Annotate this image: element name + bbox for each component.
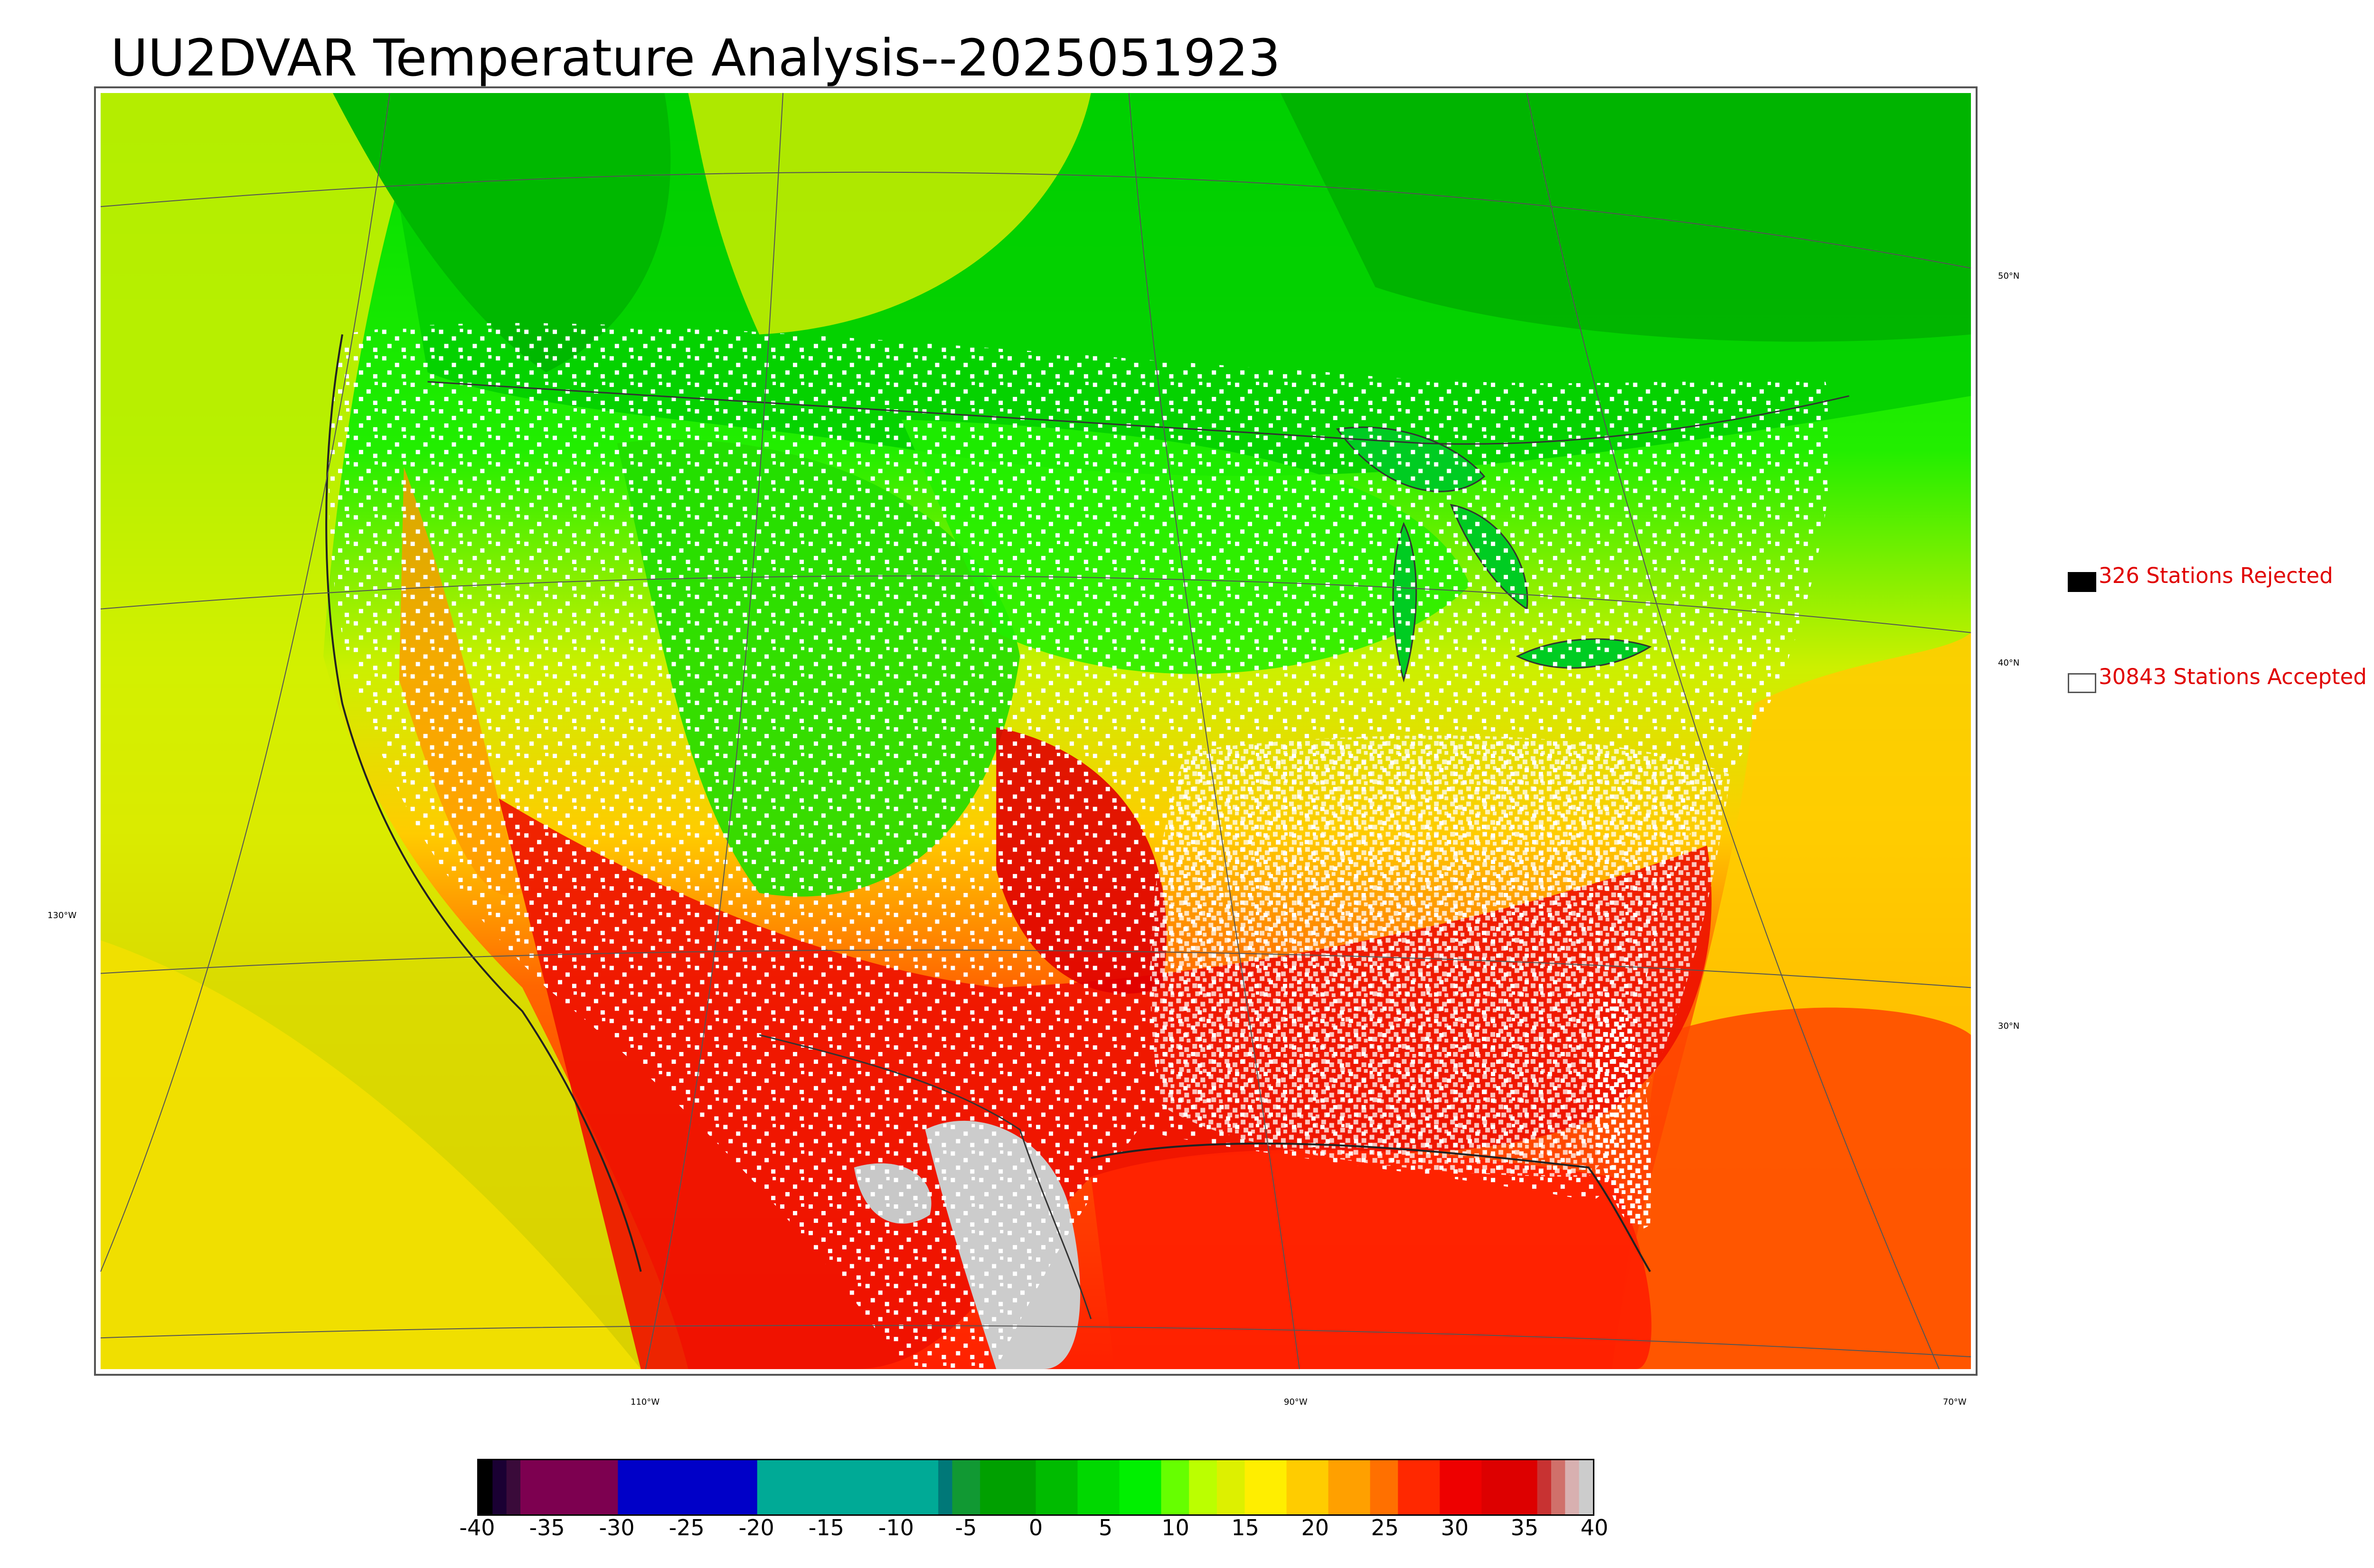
colorbar-segment	[938, 1460, 953, 1514]
colorbar-segment	[1328, 1460, 1371, 1514]
colorbar-tick-label: -15	[808, 1515, 844, 1540]
colorbar-tick-label: 5	[1098, 1515, 1113, 1540]
colorbar-segment	[1119, 1460, 1162, 1514]
colorbar-segment	[1398, 1460, 1441, 1514]
colorbar-segment	[1161, 1460, 1190, 1514]
colorbar-segment	[1077, 1460, 1120, 1514]
colorbar-segment	[1537, 1460, 1552, 1514]
colorbar-segment	[757, 1460, 939, 1514]
lat-label-40n: 40°N	[1998, 658, 2020, 668]
colorbar-segment	[520, 1460, 619, 1514]
colorbar-segment	[1189, 1460, 1218, 1514]
map-canvas	[100, 93, 1971, 1370]
colorbar-tick-label: -30	[599, 1515, 635, 1540]
colorbar-tick-label: 35	[1510, 1515, 1539, 1540]
accepted-swatch	[2068, 673, 2096, 693]
colorbar-tick-label: -5	[955, 1515, 977, 1540]
rejected-swatch	[2068, 572, 2096, 592]
colorbar-segment	[1579, 1460, 1593, 1514]
colorbar-tick-label: 15	[1231, 1515, 1259, 1540]
lon-label-90w: 90°W	[1284, 1397, 1308, 1407]
colorbar-tick-label: -35	[529, 1515, 565, 1540]
colorbar-segment	[1370, 1460, 1399, 1514]
colorbar	[477, 1459, 1594, 1516]
colorbar-tick-label: -10	[878, 1515, 914, 1540]
colorbar-segment	[1440, 1460, 1482, 1514]
lat-label-50n: 50°N	[1998, 271, 2020, 281]
colorbar-tick-label: 30	[1441, 1515, 1469, 1540]
colorbar-segment	[506, 1460, 521, 1514]
colorbar-tick-label: 25	[1371, 1515, 1399, 1540]
colorbar-tick-label: -20	[738, 1515, 774, 1540]
colorbar-segment	[1216, 1460, 1246, 1514]
lat-label-30n: 30°N	[1998, 1021, 2020, 1031]
rejected-label: 326 Stations Rejected	[2099, 563, 2333, 588]
colorbar-segment	[952, 1460, 981, 1514]
colorbar-tick-label: -40	[459, 1515, 495, 1540]
colorbar-tick-label: 10	[1161, 1515, 1189, 1540]
colorbar-segment	[492, 1460, 508, 1514]
colorbar-tick-label: 40	[1580, 1515, 1609, 1540]
colorbar-segment	[618, 1460, 758, 1514]
colorbar-tick-label: 20	[1301, 1515, 1329, 1540]
colorbar-segment	[479, 1460, 493, 1514]
temperature-map	[94, 86, 1978, 1376]
colorbar-segment	[1036, 1460, 1078, 1514]
accepted-label: 30843 Stations Accepted	[2099, 664, 2367, 689]
colorbar-tick-label: -25	[669, 1515, 705, 1540]
colorbar-segment	[1551, 1460, 1566, 1514]
lon-label-130w: 130°W	[47, 911, 77, 920]
colorbar-segment	[1565, 1460, 1580, 1514]
colorbar-segment	[1244, 1460, 1288, 1514]
lon-label-70w: 70°W	[1943, 1397, 1967, 1407]
colorbar-segment	[980, 1460, 1036, 1514]
colorbar-segment	[1286, 1460, 1329, 1514]
chart-title: UU2DVAR Temperature Analysis--2025051923	[111, 29, 1281, 88]
colorbar-segment	[1481, 1460, 1538, 1514]
colorbar-tick-label: 0	[1028, 1515, 1043, 1540]
lon-label-110w: 110°W	[631, 1397, 660, 1407]
